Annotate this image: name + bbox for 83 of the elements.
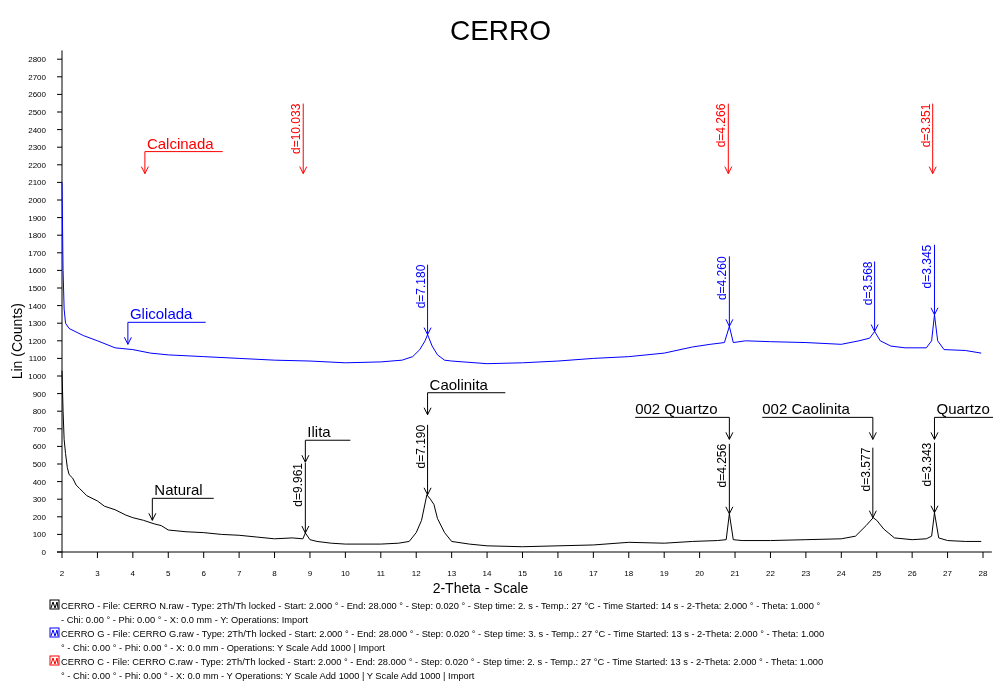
x-tick-label: 13 [447, 569, 457, 578]
y-tick-label: 300 [32, 495, 47, 505]
x-tick-label: 2 [59, 569, 65, 578]
annotation: Ilita [307, 423, 332, 441]
y-tick-label: 1300 [28, 319, 47, 329]
annotation: Calcinada [146, 134, 215, 152]
y-tick-label: 2700 [28, 72, 47, 82]
x-tick-label: 23 [801, 569, 811, 578]
y-tick-label: 900 [32, 389, 47, 399]
y-tick-label: 2800 [28, 55, 47, 65]
y-tick-label: 400 [32, 477, 47, 487]
annotation: d=3.345 [920, 244, 935, 289]
chart-title: CERRO [449, 15, 552, 46]
x-tick-label: 11 [376, 569, 386, 578]
y-tick-label: 2300 [28, 143, 47, 153]
x-tick-label: 18 [624, 569, 634, 578]
x-tick-label: 27 [943, 569, 953, 578]
x-tick-label: 5 [166, 569, 172, 578]
y-tick-label: 0 [41, 548, 47, 557]
annotation: Glicolada [129, 305, 194, 323]
x-tick-label: 3 [95, 569, 101, 578]
annotation: Natural [154, 481, 203, 499]
x-tick-label: 7 [236, 569, 242, 578]
y-tick-label: 500 [32, 460, 47, 469]
annotation: Quartzo [936, 400, 990, 418]
annotation: d=10.033 [289, 103, 304, 154]
y-tick-label: 2600 [28, 90, 47, 100]
x-tick-label: 14 [482, 569, 493, 578]
y-tick-label: 1000 [28, 372, 47, 381]
y-tick-label: 700 [32, 424, 47, 434]
x-tick-label: 8 [272, 569, 278, 578]
annotation: d=4.266 [714, 103, 729, 148]
annotation: 002 Quartzo [635, 400, 718, 418]
y-tick-label: 2500 [28, 108, 47, 117]
y-tick-label: 1400 [28, 301, 47, 311]
annotation: d=3.577 [858, 447, 873, 492]
x-tick-label: 25 [872, 569, 882, 578]
line-series [61, 181, 982, 365]
x-tick-label: 9 [307, 569, 313, 578]
x-tick-label: 17 [588, 569, 599, 578]
y-tick-label: 100 [32, 530, 47, 540]
annotation: d=3.351 [918, 103, 933, 148]
annotation: d=4.256 [715, 443, 730, 488]
legend-label: CERRO - File: CERRO N.raw - Type: 2Th/Th locked - Start: 2.000 ° - End: 28.000 ° - Step: 0.020 ° - Step time: 2. s - Temp.: 27 °C - Time Started: 14 s - 2-Theta: 2.000 ° - Theta: 1.000 ° - Chi: 0.00 ° - Phi: 0.00 ° - X: 0.0 mm - Y: Operations: Import [61, 601, 821, 625]
annotation: d=4.260 [715, 256, 730, 301]
annotation: d=9.961 [291, 462, 306, 507]
y-tick-label: 800 [32, 407, 47, 417]
annotation: 002 Caolinita [762, 400, 851, 418]
y-tick-label: 2000 [28, 196, 47, 205]
x-tick-label: 16 [553, 569, 563, 578]
y-tick-label: 1500 [28, 284, 47, 293]
x-tick-label: 15 [518, 569, 528, 578]
annotation: Caolinita [429, 375, 489, 393]
x-tick-label: 4 [130, 569, 136, 578]
annotation: d=3.568 [860, 261, 875, 306]
x-tick-label: 12 [411, 569, 422, 578]
y-tick-label: 2200 [28, 160, 47, 170]
y-tick-label: 1800 [28, 231, 47, 241]
annotation: d=7.190 [413, 424, 428, 469]
y-tick-label: 1100 [28, 354, 47, 364]
x-tick-label: 10 [340, 569, 351, 578]
y-axis-title: Lin (Counts) [9, 303, 25, 380]
x-tick-label: 24 [836, 569, 847, 578]
y-tick-label: 1600 [28, 266, 47, 276]
y-tick-label: 1200 [28, 336, 47, 346]
y-tick-label: 2400 [28, 125, 47, 135]
y-tick-label: 2100 [28, 178, 47, 188]
x-tick-label: 6 [201, 569, 207, 578]
y-tick-label: 200 [32, 512, 47, 522]
x-tick-label: 26 [907, 569, 918, 578]
legend-label: CERRO G - File: CERRO G.raw - Type: 2Th/Th locked - Start: 2.000 ° - End: 28.000 ° - Step: 0.020 ° - Step time: 3. s - Temp.: 27 °C - Time Started: 13 s - 2-Theta: 2.000 ° - Theta: 1.000 ° - Chi: 0.00 ° - Phi: 0.00 ° - X: 0.0 mm - Operations: Y Scale Add 1000 | Import [61, 629, 825, 653]
x-tick-label: 20 [695, 569, 705, 578]
x-axis-title: 2-Theta - Scale [432, 580, 529, 596]
x-tick-label: 19 [659, 569, 670, 578]
x-tick-label: 21 [730, 569, 741, 578]
annotation: d=3.343 [920, 442, 935, 487]
annotation: d=7.180 [413, 264, 428, 309]
x-tick-label: 22 [766, 569, 776, 578]
y-tick-label: 600 [32, 442, 47, 452]
x-tick-label: 28 [978, 569, 988, 578]
y-tick-label: 1900 [28, 213, 47, 223]
y-tick-label: 1700 [28, 248, 47, 258]
legend-label: CERRO C - File: CERRO C.raw - Type: 2Th/Th locked - Start: 2.000 ° - End: 28.000 ° - Step: 0.020 ° - Step time: 2. s - Temp.: 27 °C - Time Started: 13 s - 2-Theta: 2.000 ° - Theta: 1.000 ° - Chi: 0.00 ° - Phi: 0.00 ° - X: 0.0 mm - Y Operations: Y Scale Add 1000 | Y Scale Add 1000 | Import [61, 657, 824, 681]
